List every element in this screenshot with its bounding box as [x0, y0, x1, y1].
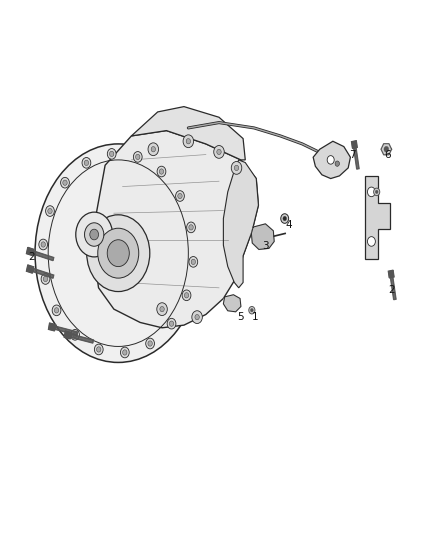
- Circle shape: [374, 188, 380, 196]
- Circle shape: [367, 237, 375, 246]
- Polygon shape: [389, 270, 394, 278]
- Polygon shape: [251, 224, 274, 249]
- Circle shape: [189, 256, 198, 267]
- Text: 2: 2: [28, 252, 35, 262]
- Ellipse shape: [35, 144, 201, 362]
- Circle shape: [60, 177, 69, 188]
- Circle shape: [46, 206, 54, 216]
- Circle shape: [249, 306, 255, 314]
- Circle shape: [214, 146, 224, 158]
- Circle shape: [136, 154, 140, 159]
- Circle shape: [107, 240, 129, 266]
- Circle shape: [178, 193, 182, 199]
- Circle shape: [54, 308, 59, 313]
- Text: 4: 4: [286, 220, 293, 230]
- Circle shape: [170, 321, 174, 326]
- Circle shape: [73, 332, 77, 337]
- Circle shape: [187, 222, 195, 233]
- Circle shape: [283, 216, 286, 221]
- Circle shape: [160, 306, 164, 312]
- Polygon shape: [131, 107, 245, 160]
- Polygon shape: [365, 176, 390, 259]
- Circle shape: [335, 161, 339, 166]
- Circle shape: [159, 169, 164, 174]
- Circle shape: [251, 309, 253, 312]
- Circle shape: [87, 215, 150, 292]
- Polygon shape: [352, 141, 357, 148]
- Circle shape: [63, 180, 67, 185]
- Circle shape: [151, 147, 155, 152]
- Circle shape: [76, 212, 113, 257]
- Circle shape: [189, 225, 193, 230]
- Circle shape: [231, 161, 242, 174]
- Polygon shape: [55, 326, 78, 335]
- Circle shape: [41, 273, 50, 284]
- Circle shape: [43, 276, 48, 281]
- Circle shape: [191, 259, 195, 264]
- Circle shape: [157, 166, 166, 177]
- Polygon shape: [354, 148, 359, 169]
- Circle shape: [281, 214, 289, 223]
- Circle shape: [134, 151, 142, 162]
- Circle shape: [146, 338, 155, 349]
- Text: 6: 6: [384, 150, 391, 159]
- Circle shape: [71, 329, 79, 340]
- Polygon shape: [26, 265, 34, 273]
- Circle shape: [375, 190, 378, 193]
- Polygon shape: [64, 331, 71, 339]
- Circle shape: [217, 149, 221, 155]
- Text: 1: 1: [251, 312, 258, 322]
- Circle shape: [96, 347, 101, 352]
- Polygon shape: [313, 141, 350, 179]
- Circle shape: [123, 350, 127, 355]
- Circle shape: [148, 143, 159, 156]
- Polygon shape: [26, 247, 34, 255]
- Circle shape: [39, 239, 48, 250]
- Circle shape: [234, 165, 239, 171]
- Polygon shape: [381, 144, 392, 155]
- Polygon shape: [71, 334, 93, 343]
- Text: 7: 7: [349, 150, 356, 159]
- Circle shape: [94, 344, 103, 355]
- Circle shape: [176, 191, 184, 201]
- Circle shape: [107, 149, 116, 159]
- Circle shape: [148, 341, 152, 346]
- Circle shape: [120, 347, 129, 358]
- Text: 3: 3: [261, 241, 268, 251]
- Polygon shape: [223, 160, 258, 288]
- Circle shape: [183, 135, 194, 148]
- Circle shape: [167, 318, 176, 329]
- Polygon shape: [49, 323, 56, 331]
- Circle shape: [85, 223, 104, 246]
- Circle shape: [327, 156, 334, 164]
- Circle shape: [52, 305, 61, 316]
- Polygon shape: [223, 295, 241, 312]
- Polygon shape: [33, 269, 54, 278]
- Circle shape: [184, 293, 189, 298]
- Circle shape: [384, 147, 389, 152]
- Polygon shape: [94, 131, 258, 328]
- Polygon shape: [391, 277, 396, 300]
- Text: 2: 2: [389, 286, 396, 295]
- Circle shape: [41, 242, 46, 247]
- Circle shape: [367, 187, 375, 197]
- Circle shape: [186, 139, 191, 144]
- Text: 5: 5: [237, 312, 244, 322]
- Circle shape: [195, 314, 199, 320]
- Circle shape: [192, 311, 202, 324]
- Circle shape: [84, 160, 88, 166]
- Circle shape: [110, 151, 114, 157]
- Circle shape: [182, 290, 191, 301]
- Circle shape: [48, 208, 52, 214]
- Polygon shape: [33, 251, 54, 261]
- Circle shape: [90, 229, 99, 240]
- Circle shape: [82, 158, 91, 168]
- Circle shape: [157, 303, 167, 316]
- Circle shape: [98, 228, 139, 278]
